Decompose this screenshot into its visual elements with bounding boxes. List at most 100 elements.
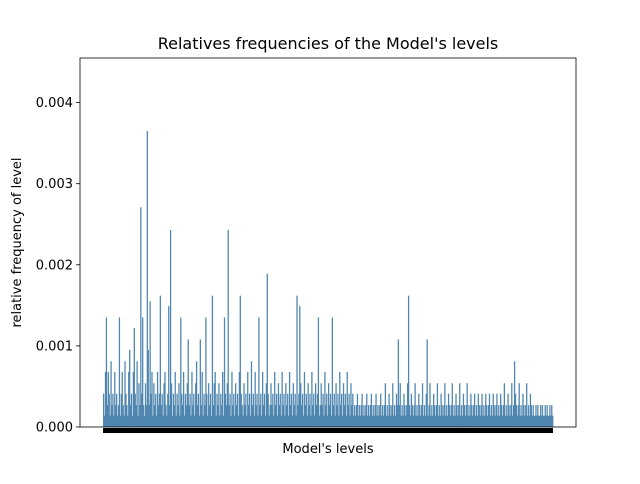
bar: [144, 383, 147, 427]
bar: [294, 393, 296, 427]
bar: [242, 415, 244, 427]
bar: [121, 371, 123, 427]
bar: [371, 415, 373, 427]
bar: [103, 415, 106, 427]
bar: [270, 383, 272, 427]
bar: [290, 393, 293, 427]
bar: [509, 415, 511, 427]
bar: [115, 405, 117, 427]
bar: [122, 405, 124, 427]
bar: [131, 415, 134, 427]
bar: [129, 405, 132, 427]
y-tick-label: 0.004: [36, 96, 73, 111]
bar: [298, 393, 300, 427]
bar: [301, 393, 304, 427]
bar: [418, 393, 420, 427]
bar: [478, 405, 480, 427]
bar: [244, 405, 246, 427]
bar: [271, 405, 273, 427]
bar: [269, 405, 271, 427]
bar: [494, 415, 496, 427]
bar: [466, 383, 468, 427]
bar: [549, 405, 551, 427]
bar: [291, 415, 294, 427]
bar: [240, 393, 242, 427]
bar: [241, 405, 243, 427]
bar: [484, 415, 486, 427]
bar: [510, 405, 512, 427]
bar: [223, 317, 226, 427]
bar: [309, 393, 311, 427]
bar: [534, 415, 536, 427]
bar: [265, 383, 267, 427]
bar: [327, 415, 329, 427]
bar: [324, 371, 326, 427]
bar: [533, 415, 535, 427]
bar: [231, 371, 233, 427]
bar: [126, 405, 128, 427]
bar: [414, 383, 416, 427]
bar: [515, 405, 518, 427]
bar: [504, 415, 506, 427]
bar: [257, 415, 259, 427]
bar: [401, 405, 403, 427]
bar: [458, 405, 460, 427]
bar: [550, 415, 552, 427]
bar: [180, 317, 182, 427]
bar: [352, 393, 354, 427]
bar: [527, 405, 530, 427]
bar: [461, 415, 464, 427]
bar: [310, 415, 312, 427]
bar: [238, 371, 241, 427]
bar: [487, 405, 490, 427]
bar: [165, 405, 167, 427]
bar: [167, 393, 169, 427]
bar: [540, 415, 543, 427]
bar: [373, 415, 375, 427]
bar: [431, 405, 433, 427]
bar: [207, 415, 209, 427]
bar: [462, 393, 465, 427]
bar: [363, 405, 365, 427]
bar: [228, 405, 230, 427]
bar: [179, 415, 181, 427]
bar: [359, 415, 361, 427]
bar: [470, 393, 472, 427]
bar: [217, 405, 219, 427]
bar: [420, 405, 423, 427]
bar: [143, 415, 146, 427]
bar: [134, 393, 136, 427]
bar: [498, 405, 500, 427]
bar: [251, 405, 254, 427]
bar: [142, 317, 144, 427]
bar: [360, 405, 362, 427]
bar: [331, 317, 333, 427]
bar: [516, 415, 519, 427]
bar: [548, 415, 550, 427]
bar: [389, 405, 391, 427]
bar: [442, 415, 444, 427]
bar: [174, 371, 176, 427]
bar: [365, 405, 367, 427]
bar: [387, 415, 389, 427]
bar: [500, 405, 503, 427]
bar: [171, 415, 174, 427]
bar: [303, 371, 306, 427]
bar: [404, 405, 406, 427]
bar: [273, 415, 275, 427]
bar: [197, 393, 200, 427]
bar: [428, 405, 430, 427]
bar: [214, 371, 216, 427]
bar: [522, 393, 524, 427]
bar: [440, 393, 442, 427]
bar: [328, 405, 331, 427]
bar: [145, 405, 148, 427]
bar: [162, 415, 164, 427]
bar: [519, 415, 521, 427]
bar: [301, 405, 303, 427]
bar: [292, 383, 294, 427]
bar: [482, 415, 484, 427]
bar: [427, 415, 429, 427]
bar: [200, 405, 202, 427]
